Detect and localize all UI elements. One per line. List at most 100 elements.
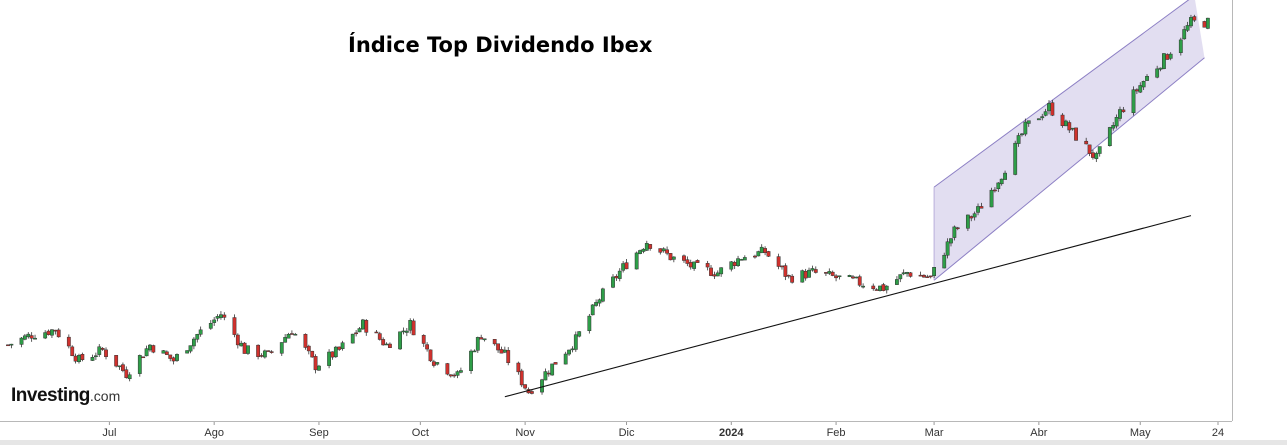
candle-body-down <box>1121 109 1126 113</box>
candle-body-up <box>1026 120 1031 124</box>
candle-body-up <box>972 213 977 218</box>
candle-body-down <box>313 356 318 371</box>
candle <box>732 260 737 270</box>
candle <box>611 274 615 289</box>
candle <box>310 350 315 358</box>
candle-body-up <box>952 226 957 238</box>
candle <box>141 356 146 359</box>
candle <box>151 344 156 354</box>
candle <box>475 336 480 353</box>
x-tick-label: Nov <box>515 427 535 439</box>
candle <box>1091 149 1095 160</box>
candle <box>857 274 862 288</box>
candle <box>70 345 75 357</box>
candle-body-up <box>1141 81 1146 88</box>
candle <box>854 276 859 279</box>
candle <box>33 334 37 340</box>
candle <box>715 270 720 277</box>
candle-body-up <box>759 246 764 254</box>
candle <box>377 331 382 341</box>
candle <box>1185 21 1190 33</box>
candle <box>148 344 152 352</box>
candle <box>1162 53 1166 70</box>
candle-body-up <box>996 182 1001 189</box>
candle-body-down <box>290 333 294 335</box>
candle-body-down <box>824 272 828 274</box>
candle <box>357 326 362 333</box>
candle-body-down <box>70 346 75 357</box>
candle-body-up <box>26 333 31 338</box>
candle-body-up <box>895 279 899 285</box>
candle-body-down <box>364 320 369 333</box>
candle-body-up <box>1003 172 1007 180</box>
candle <box>381 337 386 346</box>
candle <box>861 283 866 289</box>
candle-body-down <box>665 249 669 254</box>
candle-body-up <box>600 288 605 302</box>
candle <box>144 345 149 357</box>
candle <box>955 226 960 231</box>
candle-body-down <box>834 275 838 279</box>
candle <box>1074 127 1078 141</box>
candle-body-up <box>827 271 832 274</box>
candle-body-up <box>279 342 284 354</box>
candle <box>455 370 460 379</box>
candle <box>759 244 764 254</box>
candle-body-up <box>360 319 365 330</box>
candle-body-up <box>175 354 179 361</box>
candle <box>303 333 308 350</box>
candle <box>384 342 389 346</box>
candle <box>266 350 271 352</box>
candle-body-down <box>73 355 78 362</box>
candle-body-up <box>1094 153 1099 160</box>
candle <box>624 259 629 270</box>
x-tick-label: Sep <box>309 427 329 439</box>
candle-body-up <box>185 350 190 354</box>
candle-body-down <box>685 259 690 264</box>
candle-body-up <box>77 355 81 363</box>
candle <box>776 253 781 270</box>
candle <box>404 327 409 337</box>
candle-body-down <box>516 362 521 373</box>
candle-body-down <box>546 372 551 375</box>
candle-body-up <box>719 267 724 275</box>
candle <box>742 255 747 261</box>
candle-body-down <box>411 320 416 336</box>
candle <box>317 364 321 371</box>
candle <box>19 337 24 348</box>
candle <box>114 355 119 368</box>
candle <box>398 331 402 351</box>
candle-body-down <box>310 350 315 358</box>
candle <box>550 363 555 376</box>
candle <box>952 225 957 241</box>
support-trendline <box>504 215 1192 398</box>
candle <box>908 272 913 278</box>
candle <box>219 311 223 320</box>
candle-body-up <box>671 256 676 260</box>
candle-body-up <box>976 206 980 213</box>
candle <box>77 353 81 364</box>
candle <box>26 332 31 339</box>
candle <box>448 374 453 378</box>
candle-body-up <box>144 348 149 357</box>
candle <box>949 238 953 247</box>
chart-title: Índice Top Dividendo Ibex <box>348 33 653 57</box>
candle-body-down <box>124 369 129 378</box>
x-tick-label: 24 <box>1212 427 1224 439</box>
x-tick-label: Jul <box>102 427 116 439</box>
candle <box>996 182 1001 193</box>
candle <box>1084 137 1089 145</box>
candle <box>1114 114 1119 129</box>
candle-body-down <box>776 256 781 267</box>
price-channel <box>933 0 1205 281</box>
candle <box>435 362 440 366</box>
candle-body-down <box>614 276 619 279</box>
candle-body-up <box>1162 53 1166 69</box>
candle <box>1138 82 1143 94</box>
candle <box>1023 118 1028 137</box>
candle <box>668 253 673 261</box>
candle-body-down <box>452 374 457 377</box>
candle-body-down <box>425 344 430 350</box>
candle-body-up <box>137 355 142 374</box>
y-axis-panel <box>1232 0 1287 445</box>
